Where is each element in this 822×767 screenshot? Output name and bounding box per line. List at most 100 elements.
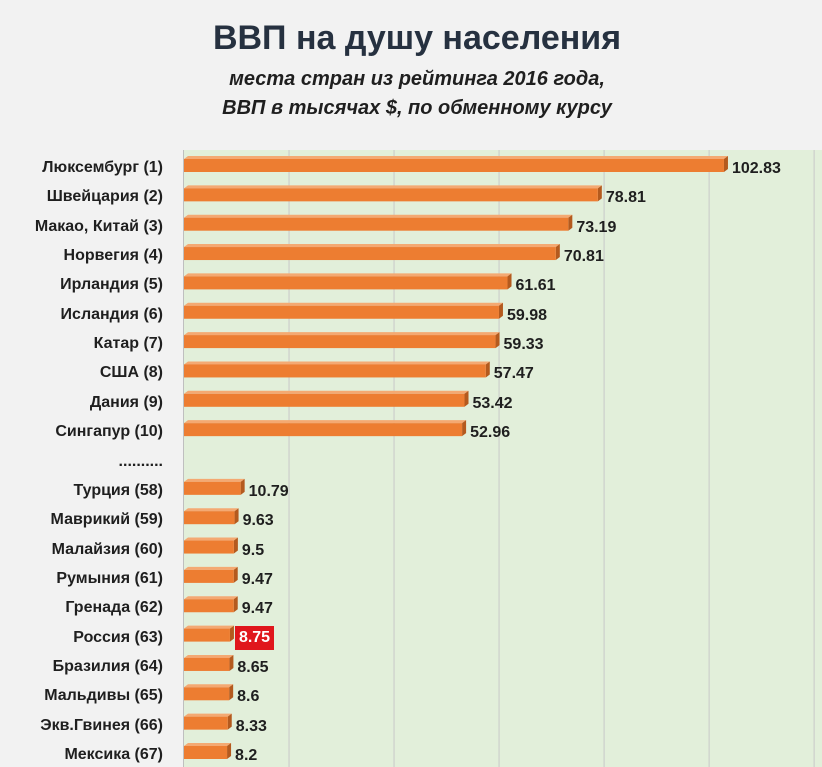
bar-value-label: 78.81 [605, 189, 646, 207]
category-label: Дания (9) [89, 393, 163, 411]
category-label: Исландия (6) [60, 305, 163, 323]
category-label: Макао, Китай (3) [34, 217, 163, 235]
bar-top-face [184, 596, 238, 600]
bar-front-face [184, 393, 465, 407]
bar-front-face [184, 217, 569, 231]
bar [184, 654, 234, 671]
bar-value-label: 8.33 [235, 717, 267, 735]
category-label: Малайзия (60) [51, 540, 163, 558]
bar [184, 625, 234, 642]
bar-side-face [227, 743, 232, 759]
category-label: Турция (58) [73, 481, 163, 499]
category-label: Швейцария (2) [46, 188, 163, 206]
ellipsis-label: .......... [118, 452, 163, 470]
bar [184, 156, 728, 172]
bar-top-face [184, 185, 602, 189]
bar-front-face [184, 364, 486, 378]
bar [184, 361, 490, 378]
bar-top-face [184, 743, 232, 746]
bar-side-face [723, 156, 728, 172]
bar-top-face [184, 537, 238, 541]
bar-front-face [184, 716, 228, 730]
bar-front-face [184, 687, 230, 701]
bar [184, 713, 232, 730]
bar-front-face [184, 276, 508, 290]
bar-front-face [184, 599, 234, 613]
bar-value-label: 10.79 [248, 482, 289, 500]
bar-top-face [184, 302, 503, 306]
bar-value-label: 52.96 [470, 424, 511, 442]
category-label: Румыния (61) [56, 569, 163, 587]
bar-top-face [184, 625, 234, 629]
bar-side-face [495, 332, 500, 349]
category-label: Люксембург (1) [42, 159, 163, 176]
bar-top-face [184, 244, 560, 248]
bar-front-face [184, 540, 234, 554]
bar [184, 214, 573, 231]
category-label: Норвегия (4) [63, 247, 163, 265]
bar-side-face [229, 625, 234, 642]
category-label: Экв.Гвинея (66) [40, 716, 163, 734]
bar-side-face [464, 390, 469, 407]
bar-top-face [184, 508, 239, 512]
bar [184, 566, 238, 583]
bar [184, 478, 245, 495]
bar [184, 185, 602, 202]
bar-side-face [462, 420, 467, 437]
bar [184, 332, 500, 349]
bar-value-label: 9.47 [241, 600, 273, 618]
bar-side-face [485, 361, 490, 378]
bar-front-face [184, 305, 499, 319]
bar-top-face [184, 713, 232, 717]
bar-side-face [229, 684, 234, 701]
bar-front-face [184, 746, 228, 759]
category-label: США (8) [99, 364, 163, 382]
category-label: Россия (63) [73, 628, 163, 646]
category-label: Гренада (62) [65, 599, 163, 617]
bar-top-face [184, 156, 728, 159]
bar-side-face [234, 508, 239, 525]
bar-side-face [555, 244, 560, 261]
bar-front-face [184, 511, 235, 525]
bar-side-face [240, 478, 245, 495]
bar-front-face [184, 159, 724, 172]
bar-side-face [233, 596, 238, 613]
bar [184, 302, 503, 319]
bar-value-label: 102.83 [731, 160, 781, 177]
bar [184, 684, 234, 701]
bar-front-face [184, 335, 496, 349]
bar-value-label: 8.65 [237, 658, 269, 676]
bar-top-face [184, 390, 469, 394]
bar-side-face [233, 537, 238, 554]
bar-value-label: 9.63 [242, 512, 274, 530]
category-label: Бразилия (64) [52, 657, 163, 675]
bar-top-face [184, 214, 573, 218]
bar-side-face [507, 273, 512, 290]
bar [184, 596, 238, 613]
bar-top-face [184, 332, 500, 336]
bar-front-face [184, 628, 230, 642]
bar-value-label: 53.42 [472, 394, 513, 412]
bar-top-face [184, 654, 234, 658]
bar-value-label: 73.19 [576, 218, 617, 236]
bar-value-label: 70.81 [563, 248, 604, 266]
bar-front-face [184, 481, 241, 495]
bar [184, 420, 467, 437]
chart-title: ВВП на душу населения [212, 19, 622, 57]
bar-top-face [184, 273, 512, 277]
bar-front-face [184, 423, 463, 437]
bar-front-face [184, 188, 598, 202]
bar-side-face [227, 713, 232, 730]
bar-top-face [184, 684, 234, 688]
bar-side-face [597, 185, 602, 202]
bar-top-face [184, 361, 490, 365]
bar-front-face [184, 657, 230, 671]
bar-value-label: 8.6 [237, 688, 260, 706]
bar-value-label: 9.5 [241, 541, 265, 559]
category-label: Маврикий (59) [50, 511, 163, 529]
bar-side-face [498, 302, 503, 319]
chart-subtitle-line-2: ВВП в тысячах $, по обменному курсу [222, 97, 612, 119]
category-label: Ирландия (5) [60, 276, 163, 294]
